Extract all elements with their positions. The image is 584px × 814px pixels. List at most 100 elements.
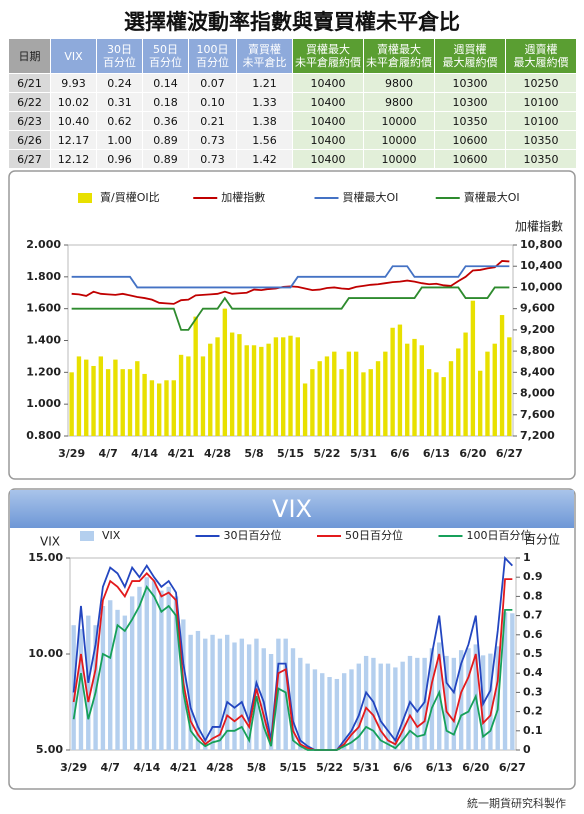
header-cell: 週買權 最大履約價 bbox=[434, 38, 506, 74]
table-body: 6/21 9.93 0.24 0.14 0.07 1.21 10400 9800 10300 10… bbox=[8, 73, 577, 169]
bar bbox=[173, 596, 179, 750]
table-cell: 10300 bbox=[434, 92, 506, 112]
table-cell: 1.56 bbox=[236, 130, 293, 150]
y-tick-label: 1.800 bbox=[26, 270, 61, 283]
x-tick-label: 3/29 bbox=[58, 447, 85, 460]
bar bbox=[188, 634, 193, 750]
x-tick-label: 4/28 bbox=[204, 447, 231, 460]
y2-tick-label: 10,800 bbox=[520, 238, 563, 251]
header-cell: 日期 bbox=[8, 38, 51, 74]
bar bbox=[151, 581, 157, 750]
legend-label: VIX bbox=[102, 529, 121, 542]
y2-tick-label: 10,000 bbox=[520, 280, 563, 293]
line bbox=[71, 286, 510, 331]
y2-tick-label: 0.5 bbox=[523, 647, 543, 660]
bar bbox=[144, 577, 149, 750]
bar bbox=[339, 369, 344, 436]
x-tick-label: 4/7 bbox=[98, 447, 117, 460]
y2-tick-label: 0.2 bbox=[523, 705, 543, 718]
table-cell: 10.40 bbox=[50, 111, 97, 131]
x-tick-label: 4/14 bbox=[131, 447, 158, 460]
bar bbox=[122, 615, 128, 750]
bar bbox=[137, 586, 142, 750]
legend-label: 30日百分位 bbox=[224, 528, 282, 542]
bar bbox=[397, 324, 403, 436]
bar bbox=[451, 657, 457, 750]
legend-label: 50日百分位 bbox=[345, 528, 403, 542]
bar bbox=[215, 337, 220, 436]
bar bbox=[232, 642, 237, 750]
y2-tick-label: 0.7 bbox=[523, 609, 543, 622]
bar bbox=[210, 634, 215, 750]
bar bbox=[127, 369, 133, 436]
bar bbox=[422, 657, 427, 750]
header-cell: VIX bbox=[50, 38, 97, 74]
header-cell: 買權最大 未平倉履約價 bbox=[292, 38, 364, 74]
bar bbox=[378, 663, 383, 750]
page-title: 選擇權波動率指數與賣買權未平倉比 bbox=[124, 10, 460, 34]
bar bbox=[239, 638, 245, 750]
header-row: 日期 VIX 30日 百分位 50日 百分位 100日 百分位 賣買權 未平倉比 買權最大 … bbox=[8, 38, 577, 74]
bar bbox=[341, 673, 347, 750]
header-cell: 100日 百分位 bbox=[188, 38, 237, 74]
header-cell: 賣買權 未平倉比 bbox=[236, 38, 293, 74]
x-tick-label: 4/14 bbox=[133, 761, 160, 774]
table-row: 6/22 10.02 0.31 0.18 0.10 1.33 10400 9800 10300 1… bbox=[8, 92, 577, 112]
bar bbox=[507, 337, 512, 436]
bar bbox=[363, 655, 369, 750]
y-tick-label: 2.000 bbox=[26, 238, 61, 251]
bar bbox=[195, 630, 201, 750]
bar bbox=[502, 612, 508, 750]
bar bbox=[310, 369, 315, 436]
table-cell: 1.00 bbox=[96, 130, 143, 150]
table-cell: 0.62 bbox=[96, 111, 143, 131]
bar bbox=[281, 337, 286, 436]
x-tick-label: 6/13 bbox=[423, 447, 450, 460]
x-tick-label: 5/8 bbox=[244, 447, 263, 460]
table-row: 6/23 10.40 0.62 0.36 0.21 1.38 10400 10000 10350… bbox=[8, 111, 577, 131]
bar bbox=[346, 351, 352, 436]
bar bbox=[237, 334, 242, 436]
x-tick-label: 5/22 bbox=[313, 447, 340, 460]
table-cell: 0.31 bbox=[96, 92, 143, 112]
bar bbox=[166, 586, 171, 750]
legend-label: 100日百分位 bbox=[467, 528, 532, 542]
y2-tick-label: 10,400 bbox=[520, 259, 563, 272]
bar bbox=[305, 663, 310, 750]
bar bbox=[76, 356, 82, 436]
table-cell: 0.18 bbox=[142, 92, 189, 112]
x-tick-label: 5/8 bbox=[247, 761, 266, 774]
y-tick-label: 1.000 bbox=[26, 397, 61, 410]
bar bbox=[485, 351, 490, 436]
bar bbox=[178, 354, 184, 436]
table-cell: 10.02 bbox=[50, 92, 97, 112]
table-cell: 0.73 bbox=[188, 149, 237, 169]
y2-tick-label: 7,600 bbox=[520, 408, 555, 421]
title-band bbox=[10, 490, 574, 528]
bar bbox=[259, 346, 264, 436]
bar bbox=[98, 356, 104, 436]
x-tick-label: 5/15 bbox=[280, 761, 307, 774]
table-cell: 10300 bbox=[434, 73, 506, 93]
table-cell: 10400 bbox=[292, 149, 364, 169]
bar bbox=[120, 369, 125, 436]
table-cell: 10600 bbox=[434, 130, 506, 150]
bar bbox=[217, 638, 223, 750]
bar bbox=[105, 369, 111, 436]
vix-chart: VIX 5.00 10.00 15.00 0 0.1 0.2 0.3 0.4 0.5 0.6 0.7 0… bbox=[8, 488, 576, 790]
table-cell: 9.93 bbox=[50, 73, 97, 93]
bar bbox=[113, 359, 118, 436]
bar bbox=[488, 653, 493, 750]
bar bbox=[429, 648, 435, 750]
bar bbox=[157, 383, 162, 436]
table-cell: 10350 bbox=[505, 130, 577, 150]
table-cell: 0.07 bbox=[188, 73, 237, 93]
bar bbox=[441, 377, 446, 436]
x-tick-label: 5/31 bbox=[350, 447, 377, 460]
table-cell: 10350 bbox=[434, 111, 506, 131]
y2-tick-label: 0.6 bbox=[523, 628, 543, 641]
x-tick-label: 6/6 bbox=[390, 447, 410, 460]
bar bbox=[129, 596, 135, 750]
bar bbox=[415, 657, 420, 750]
